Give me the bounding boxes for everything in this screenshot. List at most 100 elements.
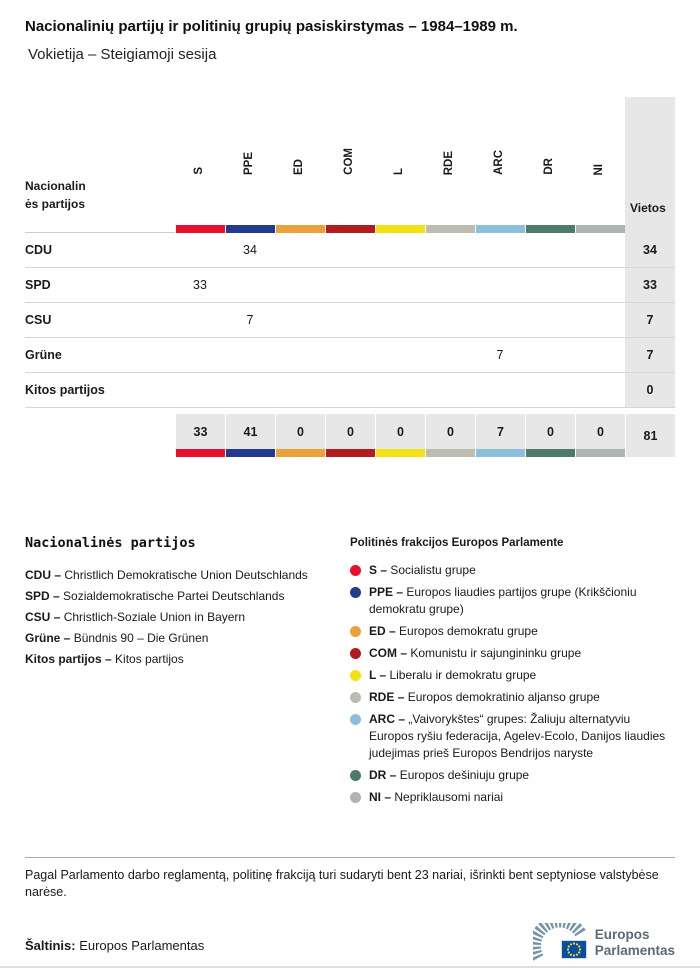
row-seats-total: 0 [625, 373, 675, 408]
party-name: Grüne [25, 338, 175, 373]
group-color-dot [350, 648, 361, 659]
column-header-dr: DR [543, 158, 555, 175]
column-total: 0 [275, 414, 325, 449]
footnote: Pagal Parlamento darbo reglamentą, polit… [25, 868, 659, 899]
group-color-bar-rde [425, 449, 475, 457]
distribution-table: Nacionalinės partijos S PPE ED COM L RDE… [25, 97, 675, 457]
column-total: 0 [575, 414, 625, 449]
group-code: S – [369, 563, 388, 577]
seat-cell: 7 [475, 338, 525, 373]
group-color-dot [350, 587, 361, 598]
group-legend-item: L – Liberalu ir demokratu grupe [350, 667, 675, 684]
ep-logo-line2: Parlamentas [594, 943, 675, 958]
column-header-arc: ARC [493, 150, 505, 175]
seat-cell [425, 338, 475, 373]
seat-cell [225, 373, 275, 408]
seat-cell [225, 338, 275, 373]
row-seats-total: 33 [625, 268, 675, 303]
group-color-bar-rde [425, 225, 475, 233]
group-legend: Politinės frakcijos Europos Parlamente S… [350, 535, 675, 811]
seat-cell [175, 373, 225, 408]
legends: Nacionalinės partijos CDU – Christlich D… [25, 535, 675, 811]
hemicycle-icon [532, 923, 586, 961]
column-header-ni: NI [593, 163, 605, 176]
group-color-bar-com [325, 449, 375, 457]
seat-cell [575, 233, 625, 268]
group-color-dot [350, 692, 361, 703]
column-total: 0 [525, 414, 575, 449]
seats-column-header: Vietos [625, 97, 675, 225]
seat-cell [575, 303, 625, 338]
group-color-bar-l [375, 449, 425, 457]
group-code: NI – [369, 790, 392, 804]
source-value: Europos Parlamentas [79, 938, 205, 953]
row-seats-total: 7 [625, 303, 675, 338]
party-fullname: Bündnis 90 – Die Grünen [73, 631, 209, 645]
seat-cell [225, 268, 275, 303]
group-desc: Nepriklausomi nariai [394, 790, 504, 804]
group-color-bar-arc [475, 449, 525, 457]
group-code: ED – [369, 624, 396, 638]
seat-cell [175, 233, 225, 268]
party-legend-item: SPD – Sozialdemokratische Partei Deutsch… [25, 588, 350, 604]
seat-cell [325, 373, 375, 408]
group-color-bar-l [375, 225, 425, 233]
group-desc: Europos liaudies partijos grupe (Krikšči… [369, 585, 637, 616]
column-header-s: S [193, 167, 205, 175]
column-total: 7 [475, 414, 525, 449]
seat-cell [275, 303, 325, 338]
page-bottom-border [0, 966, 700, 968]
party-abbr: Grüne – [25, 631, 71, 645]
column-total: 0 [325, 414, 375, 449]
group-color-dot [350, 792, 361, 803]
seat-cell [475, 373, 525, 408]
party-name: Kitos partijos [25, 373, 175, 408]
party-legend-item: Kitos partijos – Kitos partijos [25, 651, 350, 667]
seat-cell [375, 268, 425, 303]
group-code: L – [369, 668, 387, 682]
group-color-bar-com [325, 225, 375, 233]
party-legend-title: Nacionalinės partijos [25, 535, 196, 551]
seat-cell [475, 233, 525, 268]
party-fullname: Christlich-Soziale Union in Bayern [63, 610, 246, 624]
group-color-bar-arc [475, 225, 525, 233]
grand-total: 81 [625, 414, 675, 457]
column-header-ed: ED [293, 159, 305, 175]
seat-cell [325, 338, 375, 373]
corner-label: Nacionalinės partijos [25, 179, 86, 211]
party-fullname: Kitos partijos [115, 652, 184, 666]
seat-cell [275, 233, 325, 268]
seat-cell [325, 268, 375, 303]
group-desc: Komunistu ir sajungininku grupe [410, 646, 582, 660]
seat-cell [275, 268, 325, 303]
seat-cell [475, 303, 525, 338]
group-color-bar-ed [275, 225, 325, 233]
group-color-bar-ppe [225, 225, 275, 233]
group-color-bar-s [175, 225, 225, 233]
column-header-rde: RDE [443, 150, 455, 175]
seat-cell [375, 303, 425, 338]
seat-cell [325, 303, 375, 338]
column-total: 33 [175, 414, 225, 449]
eu-flag-icon [559, 939, 587, 960]
seats-column-fill [625, 225, 675, 233]
seat-cell [375, 338, 425, 373]
group-color-bar-ni [575, 449, 625, 457]
table-corner-header: Nacionalinės partijos [25, 97, 175, 225]
seat-cell [425, 233, 475, 268]
party-legend-item: Grüne – Bündnis 90 – Die Grünen [25, 630, 350, 646]
seat-cell [525, 338, 575, 373]
column-header-com: COM [343, 148, 355, 175]
group-color-dot [350, 770, 361, 781]
seat-cell [325, 233, 375, 268]
party-legend: Nacionalinės partijos CDU – Christlich D… [25, 535, 350, 811]
seat-cell [375, 373, 425, 408]
seat-cell [525, 303, 575, 338]
seat-cell [575, 373, 625, 408]
party-abbr: Kitos partijos – [25, 652, 112, 666]
group-legend-item: RDE – Europos demokratinio aljanso grupe [350, 689, 675, 706]
column-total: 0 [375, 414, 425, 449]
seat-cell [525, 268, 575, 303]
group-code: COM – [369, 646, 408, 660]
